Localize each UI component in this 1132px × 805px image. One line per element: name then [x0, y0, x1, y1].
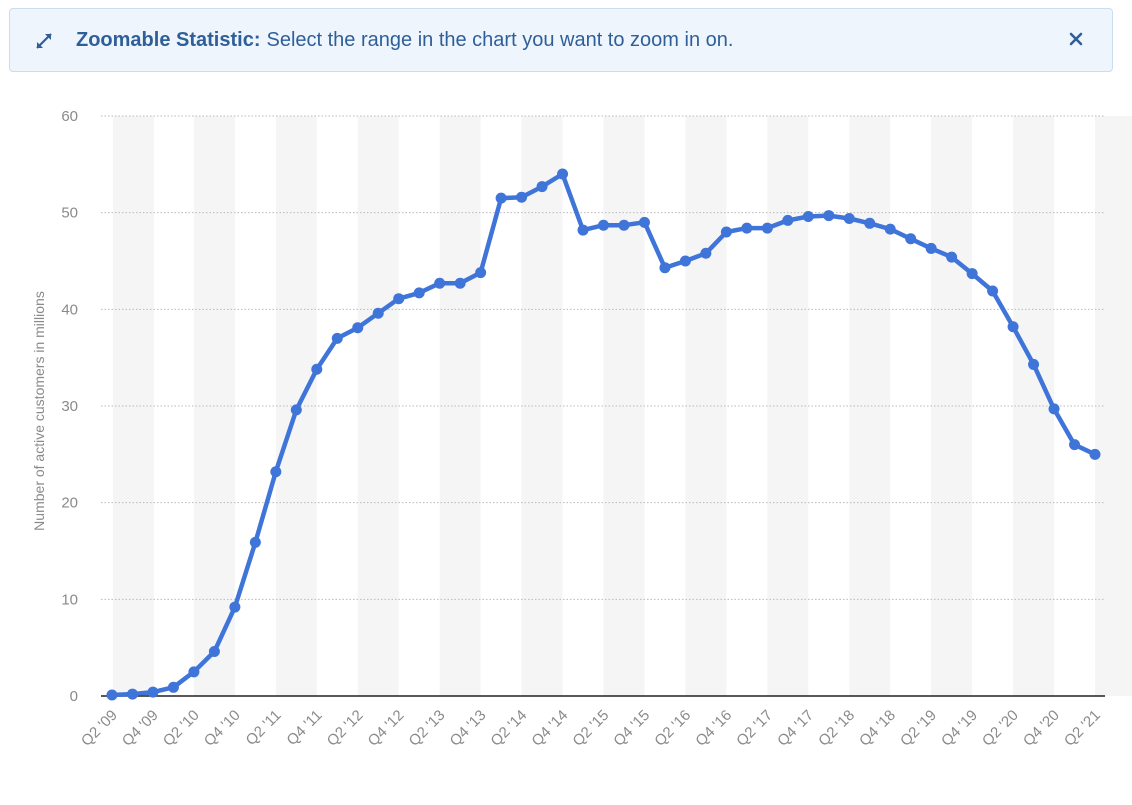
x-tick-label: Q2 '13	[406, 707, 449, 750]
data-point	[557, 168, 569, 180]
data-point	[1069, 439, 1081, 451]
chart-area[interactable]: 0 10 20 30 40 50 60 Number of active customers …	[0, 80, 1132, 800]
y-tick-label: 0	[70, 688, 78, 705]
x-tick-label: Q4 '12	[365, 707, 408, 750]
data-point	[208, 646, 220, 658]
x-tick-label: Q2 '10	[160, 707, 203, 750]
data-point	[147, 686, 159, 698]
x-tick-label: Q4 '09	[119, 707, 162, 750]
data-point	[802, 211, 814, 223]
data-point	[741, 222, 753, 234]
y-tick-label: 30	[61, 398, 78, 415]
banner-text: Zoomable Statistic: Select the range in …	[76, 9, 733, 71]
data-point	[188, 666, 200, 678]
x-tick-label: Q2 '15	[569, 707, 612, 750]
data-point	[925, 242, 937, 254]
data-point	[270, 466, 282, 478]
background-band	[1095, 116, 1132, 696]
x-tick-label: Q2 '16	[651, 707, 694, 750]
data-point	[229, 601, 241, 613]
data-point	[434, 277, 446, 289]
data-point	[1007, 321, 1019, 333]
x-tick-label: Q4 '11	[283, 707, 325, 749]
y-axis-title: Number of active customers in millions	[31, 291, 47, 531]
data-point	[475, 267, 487, 279]
x-tick-label: Q2 '18	[815, 707, 858, 750]
x-tick-label: Q2 '14	[487, 707, 530, 750]
data-point	[106, 689, 118, 701]
x-tick-label: Q2 '11	[243, 707, 285, 749]
x-tick-label: Q4 '20	[1020, 707, 1063, 750]
banner-title: Zoomable Statistic:	[76, 28, 261, 51]
data-point	[1028, 358, 1040, 370]
data-point	[618, 219, 630, 231]
data-point	[290, 404, 302, 416]
data-point	[1048, 403, 1060, 415]
y-tick-label: 40	[61, 301, 78, 318]
data-point	[884, 223, 896, 235]
background-band	[685, 116, 727, 696]
data-point	[495, 192, 507, 204]
x-tick-label: Q4 '10	[201, 707, 244, 750]
data-point	[987, 285, 999, 297]
y-tick-label: 50	[61, 205, 78, 222]
data-point	[638, 216, 650, 228]
data-point	[454, 277, 466, 289]
data-point	[516, 191, 528, 203]
x-tick-label: Q4 '15	[610, 707, 653, 750]
data-point	[864, 217, 876, 229]
data-point	[659, 262, 671, 274]
x-tick-label: Q2 '17	[733, 707, 776, 750]
x-tick-label: Q2 '09	[78, 707, 121, 750]
data-point	[946, 251, 958, 263]
data-point	[598, 219, 609, 231]
data-point	[782, 214, 794, 226]
x-tick-label: Q4 '17	[774, 707, 817, 750]
data-point	[761, 222, 773, 234]
x-tick-label: Q4 '18	[856, 707, 899, 750]
data-point	[311, 363, 323, 375]
y-tick-label: 20	[61, 495, 78, 512]
data-point	[249, 536, 261, 548]
x-tick-label: Q2 '21	[1061, 707, 1104, 750]
data-point	[536, 181, 548, 193]
data-point	[720, 226, 732, 238]
data-point	[966, 268, 978, 280]
banner-message: Select the range in the chart you want t…	[266, 28, 734, 51]
data-point	[393, 293, 405, 305]
data-point	[372, 307, 384, 319]
data-point	[843, 212, 855, 224]
data-point	[1089, 448, 1101, 460]
data-point	[700, 247, 712, 259]
data-point	[905, 233, 917, 245]
x-tick-label: Q2 '20	[979, 707, 1022, 750]
data-point	[331, 332, 343, 344]
data-point	[577, 224, 589, 236]
close-icon[interactable]	[1066, 29, 1086, 49]
data-point	[823, 210, 835, 222]
x-tick-label: Q4 '16	[692, 707, 735, 750]
y-tick-label: 10	[61, 591, 78, 608]
x-tick-label: Q2 '19	[897, 707, 940, 750]
zoom-info-banner: Zoomable Statistic: Select the range in …	[9, 8, 1113, 72]
data-point	[679, 255, 691, 267]
background-band	[849, 116, 891, 696]
x-tick-label: Q4 '14	[528, 707, 571, 750]
x-tick-label: Q2 '12	[324, 707, 367, 750]
data-point	[352, 322, 364, 334]
x-tick-label: Q4 '13	[447, 707, 490, 750]
y-tick-label: 60	[61, 108, 78, 125]
data-point	[167, 681, 179, 693]
data-point	[126, 688, 138, 700]
data-point	[413, 287, 425, 299]
line-chart[interactable]: 0 10 20 30 40 50 60 Number of active customers …	[0, 80, 1132, 800]
background-band	[439, 116, 481, 696]
expand-arrows-icon	[36, 33, 52, 49]
x-tick-label: Q4 '19	[938, 707, 981, 750]
